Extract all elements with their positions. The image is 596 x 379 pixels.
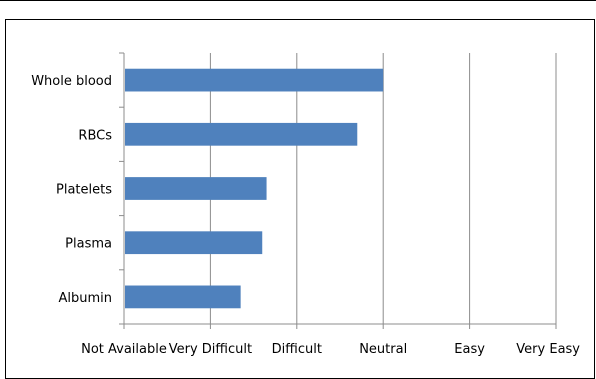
bar-plasma (125, 231, 263, 255)
top-border-line (0, 0, 596, 1)
bar-albumin (125, 285, 241, 309)
bar-chart: Whole blood RBCs Platelets Plasma Albumin Not… (31, 52, 580, 357)
bar-whole-blood (125, 68, 384, 92)
y-tick-label-albumin: Albumin (58, 291, 112, 306)
x-tick-label-0: Not Available (81, 342, 167, 357)
bar-rbcs (125, 122, 358, 146)
y-tick-label-platelets: Platelets (56, 183, 112, 198)
y-tick-label-plasma: Plasma (65, 237, 112, 252)
y-tick-label-whole-blood: Whole blood (31, 74, 112, 89)
x-tick-label-5: Very Easy (516, 342, 580, 357)
x-tick-label-4: Easy (454, 342, 485, 357)
x-tick-label-1: Very Difficult (169, 342, 252, 357)
y-tick-label-rbcs: RBCs (78, 128, 112, 143)
x-tick-label-3: Neutral (359, 342, 407, 357)
x-tick-label-2: Difficult (272, 342, 322, 357)
bar-platelets (125, 177, 267, 200)
